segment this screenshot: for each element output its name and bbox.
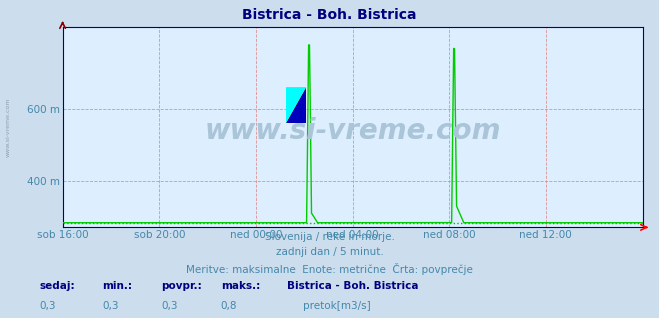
Text: 0,3: 0,3 xyxy=(102,301,119,310)
Text: www.si-vreme.com: www.si-vreme.com xyxy=(5,97,11,157)
Polygon shape xyxy=(286,87,306,123)
Text: Slovenija / reke in morje.: Slovenija / reke in morje. xyxy=(264,232,395,241)
Text: min.:: min.: xyxy=(102,281,132,291)
Text: povpr.:: povpr.: xyxy=(161,281,202,291)
Text: Bistrica - Boh. Bistrica: Bistrica - Boh. Bistrica xyxy=(287,281,418,291)
Text: sedaj:: sedaj: xyxy=(40,281,75,291)
Text: www.si-vreme.com: www.si-vreme.com xyxy=(204,117,501,145)
Text: zadnji dan / 5 minut.: zadnji dan / 5 minut. xyxy=(275,247,384,257)
Text: 0,3: 0,3 xyxy=(161,301,178,310)
Text: Bistrica - Boh. Bistrica: Bistrica - Boh. Bistrica xyxy=(243,8,416,22)
Text: Meritve: maksimalne  Enote: metrične  Črta: povprečje: Meritve: maksimalne Enote: metrične Črta… xyxy=(186,263,473,275)
Text: 0,8: 0,8 xyxy=(221,301,237,310)
Text: maks.:: maks.: xyxy=(221,281,260,291)
Polygon shape xyxy=(286,87,306,123)
Text: 0,3: 0,3 xyxy=(40,301,56,310)
Text: pretok[m3/s]: pretok[m3/s] xyxy=(303,301,371,310)
